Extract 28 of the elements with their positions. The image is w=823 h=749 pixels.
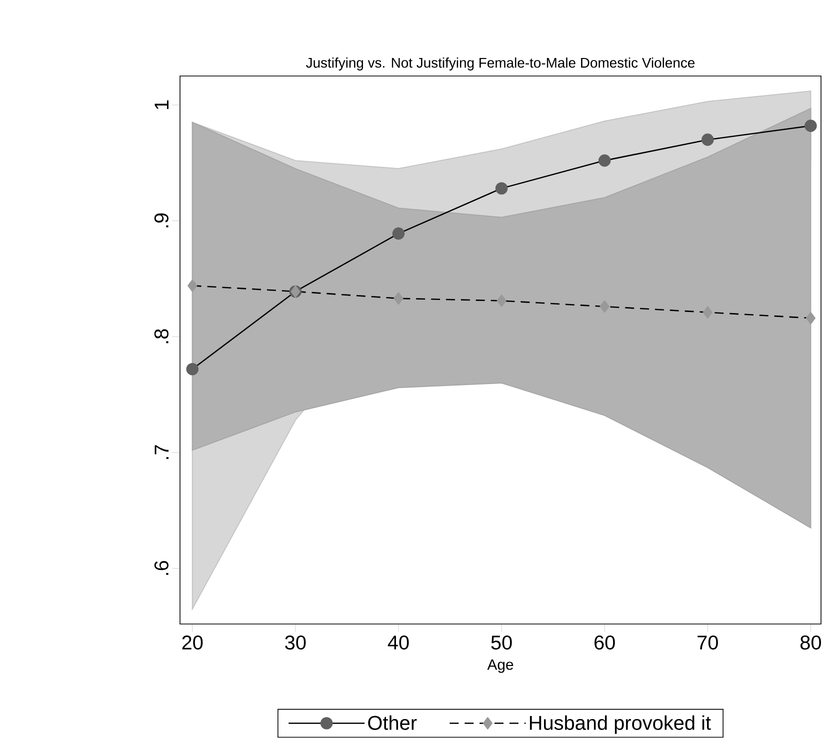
point [188, 280, 198, 292]
point [392, 227, 405, 240]
x-tick-label: 70 [698, 636, 718, 650]
y-tick-label: .9 [154, 213, 168, 228]
legend-label: Other [368, 715, 417, 730]
point [600, 300, 610, 313]
y-tick-label: 1 [154, 100, 168, 109]
x-tick-label: 20 [182, 636, 203, 650]
point [495, 182, 508, 195]
point [598, 154, 611, 167]
x-tick-label: 80 [800, 636, 821, 650]
x-tick-label: 30 [285, 636, 306, 650]
point [186, 362, 199, 376]
legend-label: Husband provoked it [530, 715, 711, 734]
point [394, 292, 404, 305]
point [804, 120, 817, 132]
point [702, 134, 714, 146]
x-tick-label: 50 [491, 636, 512, 650]
y-tick-label: .6 [154, 560, 168, 575]
x-tick-label: 60 [594, 636, 615, 650]
point [496, 294, 506, 307]
x-tick-label: 40 [388, 636, 409, 650]
point [702, 306, 712, 318]
x-axis-title: Age [487, 659, 514, 673]
y-tick-label: .8 [154, 329, 168, 344]
chart-title: Justifying vs. Not Justifying Female-to-Male Domestic Violence [306, 57, 695, 70]
y-tick-label: .7 [154, 445, 168, 460]
point [806, 312, 816, 324]
